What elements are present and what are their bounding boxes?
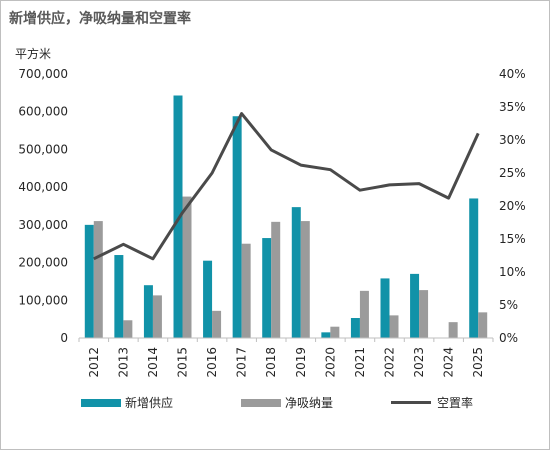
legend-label-new-supply: 新增供应 — [125, 396, 174, 410]
y-tick-label: 200,000 — [18, 256, 68, 270]
bar-net-absorption-2018 — [271, 221, 281, 338]
y-tick-label: 500,000 — [18, 142, 68, 156]
chart-title: 新增供应，净吸纳量和空置率 — [9, 11, 191, 27]
vacancy-rate-line — [93, 112, 480, 261]
bar-new-supply-2015 — [173, 95, 183, 338]
x-tick-label-2018: 2018 — [264, 347, 278, 378]
x-tick-label-2020: 2020 — [323, 347, 337, 378]
x-tick-label-2023: 2023 — [412, 347, 426, 378]
bar-net-absorption-2012 — [93, 221, 103, 338]
bar-net-absorption-2022 — [389, 315, 399, 338]
legend-swatch-net-absorption — [241, 398, 281, 407]
x-tick-label-2019: 2019 — [294, 347, 308, 378]
axes-layer — [78, 337, 494, 342]
bar-net-absorption-2020 — [330, 326, 340, 338]
bar-new-supply-2018 — [262, 238, 272, 338]
x-tick-label-2022: 2022 — [383, 347, 397, 378]
y2-tick-label: 10% — [499, 265, 526, 279]
y2-tick-label: 40% — [499, 67, 526, 81]
legend-swatch-vacancy-rate — [391, 401, 431, 404]
y2-tick-label: 25% — [499, 166, 526, 180]
bar-net-absorption-2014 — [152, 295, 162, 338]
bar-net-absorption-2013 — [123, 320, 133, 338]
bar-new-supply-2017 — [232, 116, 242, 339]
x-tick-label-2025: 2025 — [471, 347, 485, 378]
bar-net-absorption-2019 — [300, 221, 310, 338]
bar-net-absorption-2016 — [212, 310, 222, 338]
bar-new-supply-2014 — [143, 285, 153, 338]
bar-net-absorption-2023 — [419, 290, 429, 338]
y-tick-label: 600,000 — [18, 105, 68, 119]
y-tick-label: 100,000 — [18, 293, 68, 307]
y-tick-label: 700,000 — [18, 67, 68, 81]
bar-new-supply-2020 — [321, 332, 331, 338]
x-tick-label-2012: 2012 — [87, 347, 101, 378]
x-tick-label-2017: 2017 — [235, 347, 249, 378]
bar-new-supply-2021 — [350, 318, 360, 338]
bar-new-supply-2025 — [469, 198, 479, 338]
y-tick-label: 0 — [60, 331, 68, 345]
legend-swatch-new-supply — [81, 398, 121, 407]
legend-label-vacancy-rate: 空置率 — [437, 396, 474, 410]
legend-item-vacancy-rate: 空置率 — [391, 394, 473, 411]
bar-net-absorption-2015 — [182, 196, 192, 338]
bar-new-supply-2016 — [203, 260, 213, 338]
right-axis-ticks: 0% 5% 10% 15% 20% 25% 30% 35% 40% — [499, 67, 526, 345]
x-tick-label-2016: 2016 — [205, 347, 219, 378]
legend-item-net-absorption: 净吸纳量 — [241, 394, 333, 411]
y-axis-unit-label: 平方米 — [15, 47, 52, 61]
bar-new-supply-2022 — [380, 278, 390, 338]
x-axis-ticks: 2012 2013 2014 2015 2016 2017 2018 2019 2020 2021… — [87, 347, 485, 378]
y2-tick-label: 20% — [499, 199, 526, 213]
y-tick-label: 400,000 — [18, 180, 68, 194]
legend: 新增供应 净吸纳量 空置率 — [1, 394, 549, 412]
legend-item-new-supply: 新增供应 — [81, 394, 173, 411]
bar-net-absorption-2017 — [241, 243, 251, 338]
bar-net-absorption-2024 — [448, 322, 458, 338]
bar-layer — [84, 95, 488, 339]
bar-new-supply-2013 — [114, 255, 124, 338]
line-layer — [93, 112, 480, 261]
y-tick-label: 300,000 — [18, 218, 68, 232]
bar-new-supply-2023 — [410, 273, 420, 338]
legend-label-net-absorption: 净吸纳量 — [285, 396, 334, 410]
y2-tick-label: 15% — [499, 232, 526, 246]
x-tick-label-2013: 2013 — [116, 347, 130, 378]
bar-net-absorption-2025 — [478, 312, 488, 338]
y2-tick-label: 0% — [499, 331, 518, 345]
x-tick-label-2015: 2015 — [176, 347, 190, 378]
y2-tick-label: 35% — [499, 100, 526, 114]
y2-tick-label: 5% — [499, 298, 518, 312]
bar-new-supply-2019 — [291, 207, 301, 338]
x-tick-label-2021: 2021 — [353, 347, 367, 378]
bar-net-absorption-2021 — [359, 290, 369, 338]
y2-tick-label: 30% — [499, 133, 526, 147]
x-tick-label-2014: 2014 — [146, 347, 160, 378]
left-axis-ticks: 0 100,000 200,000 300,000 400,000 500,000 600,… — [18, 67, 68, 345]
x-tick-label-2024: 2024 — [442, 347, 456, 378]
bar-new-supply-2012 — [84, 224, 94, 338]
